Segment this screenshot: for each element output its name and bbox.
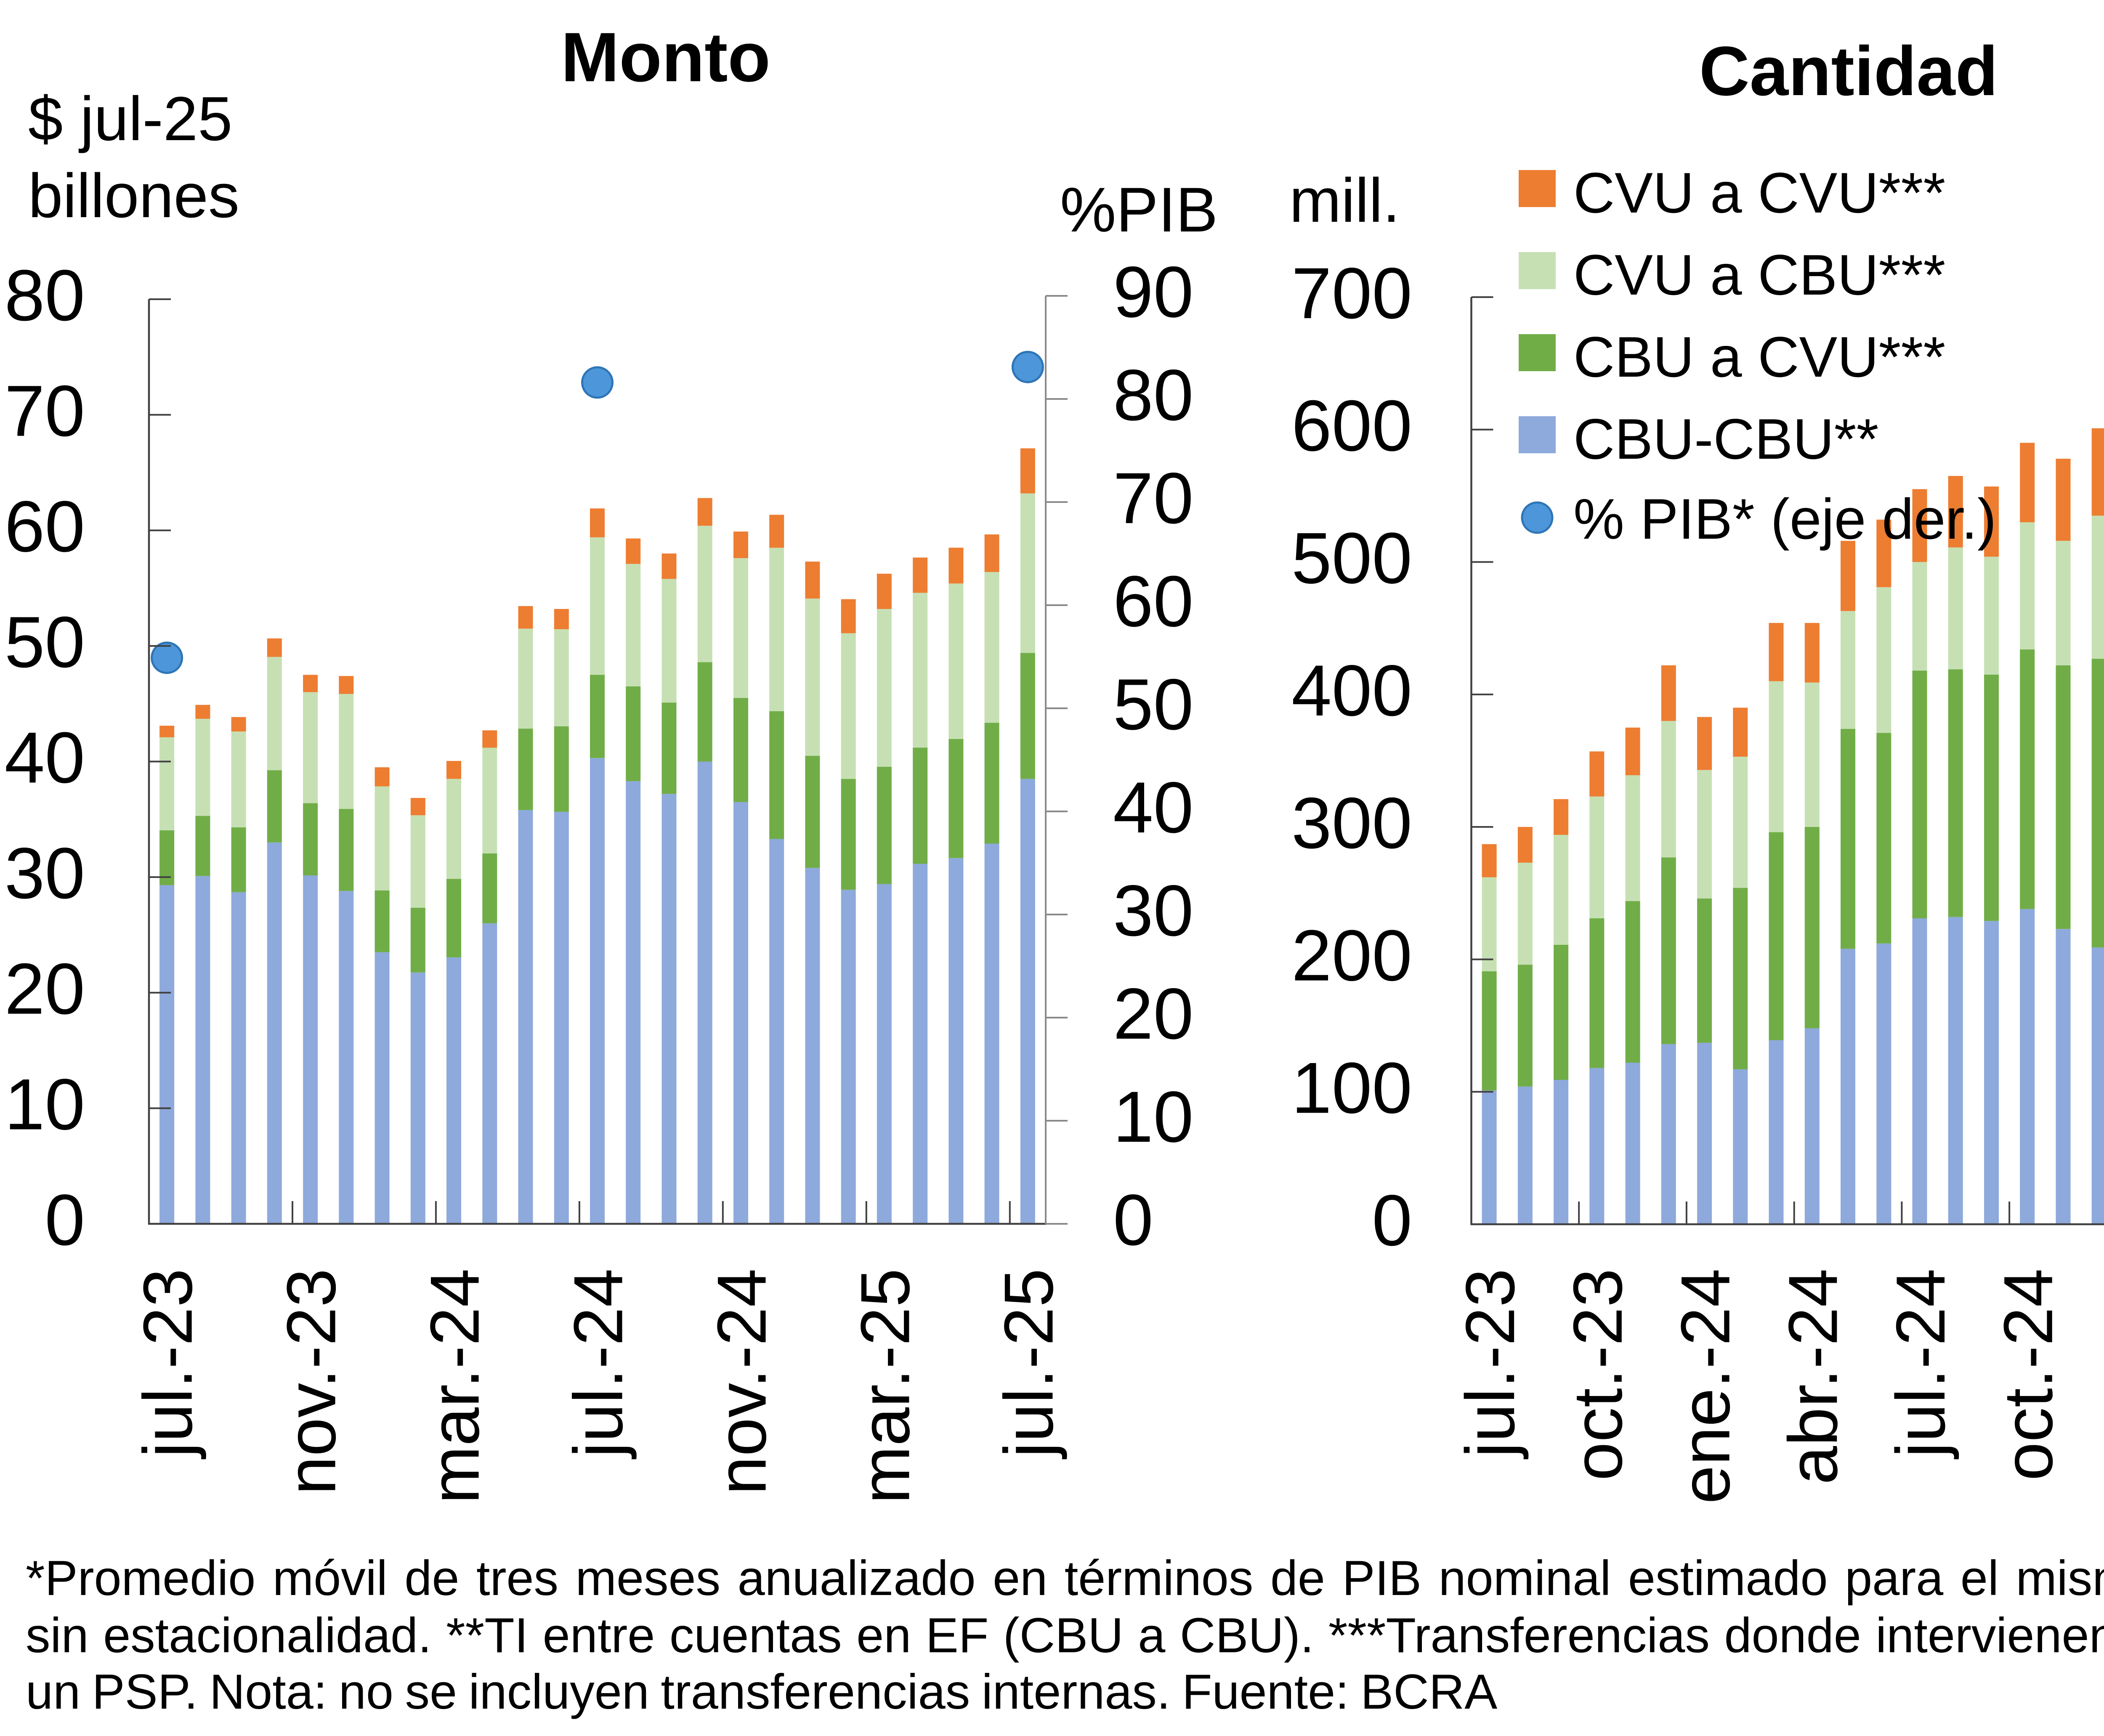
svg-text:Cantidad: Cantidad [1699,32,1998,110]
svg-text:700: 700 [1291,253,1412,334]
svg-text:jul.-23: jul.-23 [129,1268,207,1460]
svg-text:80: 80 [1113,355,1193,436]
svg-text:CVU a CBU***: CVU a CBU*** [1573,243,1945,307]
svg-text:0: 0 [45,1180,85,1260]
svg-text:70: 70 [5,371,85,452]
svg-text:300: 300 [1291,783,1412,864]
svg-text:jul.-24: jul.-24 [1882,1268,1959,1460]
svg-text:0: 0 [1113,1180,1153,1260]
svg-text:10: 10 [1113,1077,1193,1157]
svg-text:nov.-23: nov.-23 [273,1268,350,1495]
svg-text:billones: billones [28,161,239,231]
svg-text:50: 50 [1113,664,1193,745]
svg-text:100: 100 [1291,1047,1412,1128]
svg-text:60: 60 [5,486,85,567]
svg-text:jul.-25: jul.-25 [990,1268,1067,1460]
svg-text:$ jul-25: $ jul-25 [28,84,232,154]
svg-text:40: 40 [1113,767,1193,848]
svg-text:80: 80 [5,255,85,336]
svg-text:70: 70 [1113,458,1193,539]
svg-text:jul.-23: jul.-23 [1451,1268,1529,1460]
svg-text:oct.-23: oct.-23 [1559,1268,1636,1481]
svg-text:CVU a CVU***: CVU a CVU*** [1573,161,1945,225]
svg-text:CBU-CBU**: CBU-CBU** [1573,407,1878,471]
svg-text:%PIB: %PIB [1060,174,1218,245]
svg-text:90: 90 [1113,252,1193,332]
svg-text:40: 40 [5,718,85,798]
svg-text:400: 400 [1291,650,1412,731]
svg-text:nov.-24: nov.-24 [703,1268,781,1495]
svg-text:60: 60 [1113,561,1193,642]
svg-text:600: 600 [1291,385,1412,466]
svg-text:50: 50 [5,602,85,683]
svg-text:mill.: mill. [1289,166,1400,235]
svg-text:ene.-24: ene.-24 [1667,1268,1744,1504]
svg-text:% PIB* (eje der.): % PIB* (eje der.) [1573,487,1996,551]
svg-text:oct.-24: oct.-24 [1990,1268,2067,1481]
svg-text:abr.-24: abr.-24 [1774,1268,1852,1485]
svg-text:mar.-24: mar.-24 [416,1268,494,1504]
svg-text:20: 20 [1113,973,1193,1054]
svg-text:500: 500 [1291,518,1412,598]
svg-text:un PSP. Nota: no se incluyen t: un PSP. Nota: no se incluyen transferenc… [26,1664,1497,1719]
svg-text:ene.-25: ene.-25 [2097,1268,2104,1504]
svg-text:30: 30 [5,833,85,914]
svg-text:10: 10 [5,1064,85,1145]
svg-text:0: 0 [1372,1180,1412,1261]
svg-text:200: 200 [1291,915,1412,996]
svg-text:sin estacionalidad. **TI entre: sin estacionalidad. **TI entre cuentas e… [26,1608,2104,1663]
svg-text:*Promedio móvil de tres meses: *Promedio móvil de tres meses anualizado… [26,1550,2104,1606]
svg-text:Monto: Monto [561,19,770,96]
svg-text:CBU a CVU***: CBU a CVU*** [1573,325,1945,389]
svg-text:jul.-24: jul.-24 [560,1268,637,1460]
svg-text:mar.-25: mar.-25 [846,1268,924,1504]
svg-text:30: 30 [1113,870,1193,951]
svg-text:20: 20 [5,949,85,1029]
